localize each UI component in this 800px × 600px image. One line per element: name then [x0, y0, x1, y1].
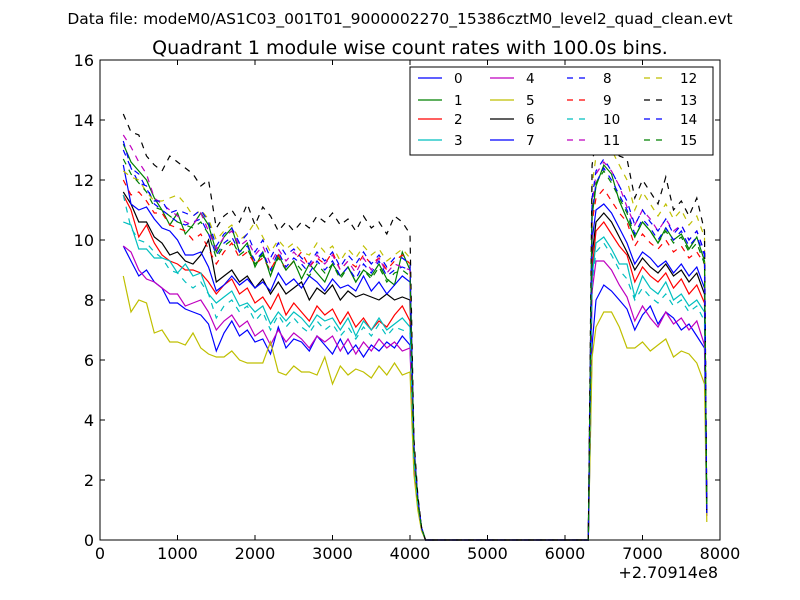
x-tick-label: 2000 [235, 544, 276, 563]
legend-label-2: 2 [454, 112, 463, 128]
legend-label-9: 9 [603, 93, 612, 109]
legend-label-5: 5 [526, 93, 535, 109]
series-line-2 [122, 194, 708, 541]
x-tick-label: 5000 [467, 544, 508, 563]
x-tick-label: 8000 [700, 544, 741, 563]
ticks-layer: 0 1000 2000 3000 4000 5000 6000 7000 80000246810… [74, 51, 741, 563]
y-tick-label: 12 [74, 171, 94, 190]
legend-box [409, 66, 714, 156]
legend-label-14: 14 [680, 112, 697, 128]
legend-label-6: 6 [526, 112, 535, 128]
legend-label-10: 10 [603, 112, 620, 128]
legend-label-15: 15 [680, 133, 697, 149]
series-line-9 [122, 179, 708, 541]
series-line-5 [122, 275, 708, 541]
legend-label-11: 11 [603, 133, 620, 149]
y-tick-label: 8 [84, 291, 94, 310]
series-line-10 [122, 194, 708, 541]
figure-suptitle: Data file: modeM0/AS1C03_001T01_90000022… [67, 10, 732, 29]
y-tick-label: 10 [74, 231, 94, 250]
x-tick-label: 0 [95, 544, 105, 563]
y-tick-label: 2 [84, 471, 94, 490]
legend-label-3: 3 [454, 133, 463, 149]
series-line-7 [122, 164, 708, 541]
series-line-3 [123, 221, 708, 541]
chart-title: Quadrant 1 module wise count rates with … [152, 37, 668, 59]
y-tick-label: 16 [74, 51, 94, 70]
series-line-11 [122, 134, 708, 541]
legend-label-12: 12 [680, 71, 697, 87]
series-line-14 [122, 149, 708, 541]
series-line-0 [122, 245, 708, 541]
x-tick-label: 7000 [622, 544, 663, 563]
series-layer [122, 113, 708, 541]
y-tick-label: 0 [84, 531, 94, 550]
legend-label-0: 0 [454, 71, 463, 87]
legend-label-7: 7 [526, 133, 535, 149]
series-line-13 [122, 113, 708, 541]
x-tick-label: 4000 [390, 544, 431, 563]
y-tick-label: 4 [84, 411, 94, 430]
legend-label-8: 8 [603, 71, 612, 87]
series-line-8 [122, 140, 708, 541]
legend-label-13: 13 [680, 93, 697, 109]
y-tick-label: 6 [84, 351, 94, 370]
y-tick-label: 14 [74, 111, 94, 130]
x-tick-label: 6000 [545, 544, 586, 563]
x-offset-label: +2.70914e8 [618, 563, 718, 582]
legend-label-1: 1 [454, 93, 463, 109]
series-line-4 [122, 245, 708, 541]
x-tick-label: 1000 [157, 544, 198, 563]
x-tick-label: 3000 [312, 544, 353, 563]
series-line-1 [122, 143, 708, 541]
series-line-6 [122, 191, 708, 541]
legend-label-4: 4 [526, 71, 535, 87]
